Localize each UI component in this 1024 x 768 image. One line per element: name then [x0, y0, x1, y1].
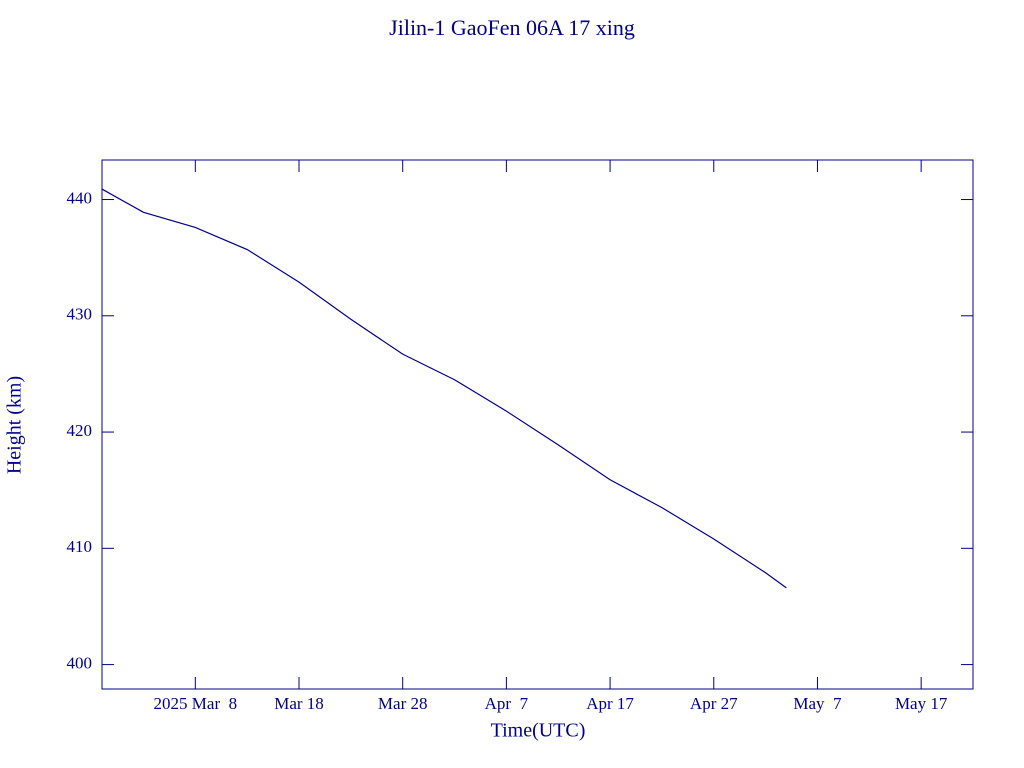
- y-tick-label: 410: [67, 537, 93, 556]
- x-axis-label: Time(UTC): [491, 720, 586, 742]
- x-tick-label: May 17: [895, 694, 948, 713]
- x-tick-label: Apr 7: [485, 694, 529, 713]
- plot-frame: [101, 159, 974, 690]
- y-axis-label: Height (km): [4, 376, 26, 474]
- x-tick-label: Mar 18: [274, 694, 324, 713]
- y-tick-label: 440: [67, 188, 93, 207]
- chart-title: Jilin-1 GaoFen 06A 17 xing: [389, 15, 635, 40]
- y-tick-label: 420: [67, 421, 93, 440]
- x-tick-label: Mar 28: [378, 694, 428, 713]
- y-tick-label: 400: [67, 653, 93, 672]
- x-tick-label: Apr 17: [586, 694, 634, 713]
- data-line: [101, 188, 787, 589]
- y-tick-label: 430: [67, 305, 93, 324]
- x-tick-label: Apr 27: [690, 694, 738, 713]
- x-tick-label: May 7: [793, 694, 842, 713]
- x-tick-label: 2025 Mar 8: [154, 694, 238, 713]
